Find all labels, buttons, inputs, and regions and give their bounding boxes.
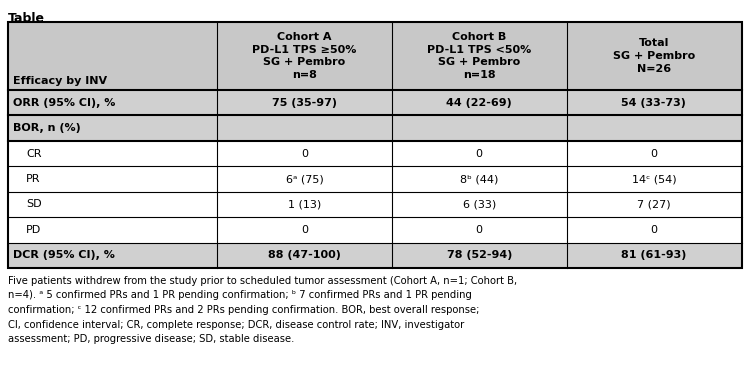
Text: 54 (33-73): 54 (33-73) xyxy=(622,98,686,108)
Text: Cohort B
PD-L1 TPS <50%
SG + Pembro
n=18: Cohort B PD-L1 TPS <50% SG + Pembro n=18 xyxy=(427,32,531,80)
Bar xyxy=(392,90,566,116)
Text: Total
SG + Pembro
N=26: Total SG + Pembro N=26 xyxy=(613,38,695,74)
Text: ORR (95% CI), %: ORR (95% CI), % xyxy=(13,98,116,108)
Bar xyxy=(566,90,741,116)
Bar xyxy=(8,22,742,90)
Text: CI, confidence interval; CR, complete response; DCR, disease control rate; INV, : CI, confidence interval; CR, complete re… xyxy=(8,320,464,330)
Text: 8ᵇ (44): 8ᵇ (44) xyxy=(460,174,499,184)
Bar xyxy=(217,192,392,217)
Bar xyxy=(8,192,217,217)
Text: 0: 0 xyxy=(476,148,483,159)
Text: Cohort A
PD-L1 TPS ≥50%
SG + Pembro
n=8: Cohort A PD-L1 TPS ≥50% SG + Pembro n=8 xyxy=(252,32,357,80)
Bar xyxy=(392,217,566,243)
Text: 88 (47-100): 88 (47-100) xyxy=(268,250,341,260)
Bar xyxy=(217,217,392,243)
Bar xyxy=(566,217,741,243)
Bar xyxy=(217,90,392,116)
Text: Efficacy by INV: Efficacy by INV xyxy=(13,76,107,86)
Text: CR: CR xyxy=(26,148,41,159)
Text: 0: 0 xyxy=(650,148,658,159)
Bar xyxy=(217,243,392,268)
Bar xyxy=(392,116,566,141)
Text: confirmation; ᶜ 12 confirmed PRs and 2 PRs pending confirmation. BOR, best overa: confirmation; ᶜ 12 confirmed PRs and 2 P… xyxy=(8,305,479,315)
Text: 1 (13): 1 (13) xyxy=(288,200,321,209)
Text: 0: 0 xyxy=(476,225,483,235)
Text: PR: PR xyxy=(26,174,40,184)
Bar xyxy=(8,217,217,243)
Bar xyxy=(8,243,217,268)
Text: 6ᵃ (75): 6ᵃ (75) xyxy=(286,174,323,184)
Bar xyxy=(392,243,566,268)
Text: 44 (22-69): 44 (22-69) xyxy=(446,98,512,108)
Bar xyxy=(217,141,392,166)
Bar xyxy=(217,166,392,192)
Bar xyxy=(8,141,217,166)
Bar xyxy=(8,22,742,268)
Text: 81 (61-93): 81 (61-93) xyxy=(621,250,686,260)
Text: Table: Table xyxy=(8,12,45,25)
Text: BOR, n (%): BOR, n (%) xyxy=(13,123,81,133)
Bar xyxy=(8,166,217,192)
Text: Five patients withdrew from the study prior to scheduled tumor assessment (Cohor: Five patients withdrew from the study pr… xyxy=(8,276,518,286)
Text: PD: PD xyxy=(26,225,41,235)
Text: 7 (27): 7 (27) xyxy=(637,200,670,209)
Bar xyxy=(8,116,217,141)
Bar xyxy=(566,192,741,217)
Bar xyxy=(392,166,566,192)
Bar xyxy=(217,116,392,141)
Text: assessment; PD, progressive disease; SD, stable disease.: assessment; PD, progressive disease; SD,… xyxy=(8,334,294,344)
Bar xyxy=(566,116,741,141)
Text: 6 (33): 6 (33) xyxy=(463,200,496,209)
Text: 78 (52-94): 78 (52-94) xyxy=(446,250,512,260)
Text: 0: 0 xyxy=(301,225,308,235)
Bar xyxy=(392,192,566,217)
Text: 0: 0 xyxy=(650,225,658,235)
Text: DCR (95% CI), %: DCR (95% CI), % xyxy=(13,250,115,260)
Bar xyxy=(566,166,741,192)
Text: n=4). ᵃ 5 confirmed PRs and 1 PR pending confirmation; ᵇ 7 confirmed PRs and 1 P: n=4). ᵃ 5 confirmed PRs and 1 PR pending… xyxy=(8,291,472,300)
Text: 14ᶜ (54): 14ᶜ (54) xyxy=(632,174,676,184)
Text: 0: 0 xyxy=(301,148,308,159)
Text: 75 (35-97): 75 (35-97) xyxy=(272,98,337,108)
Bar xyxy=(566,243,741,268)
Bar xyxy=(8,90,217,116)
Text: SD: SD xyxy=(26,200,42,209)
Bar xyxy=(392,141,566,166)
Bar xyxy=(566,141,741,166)
